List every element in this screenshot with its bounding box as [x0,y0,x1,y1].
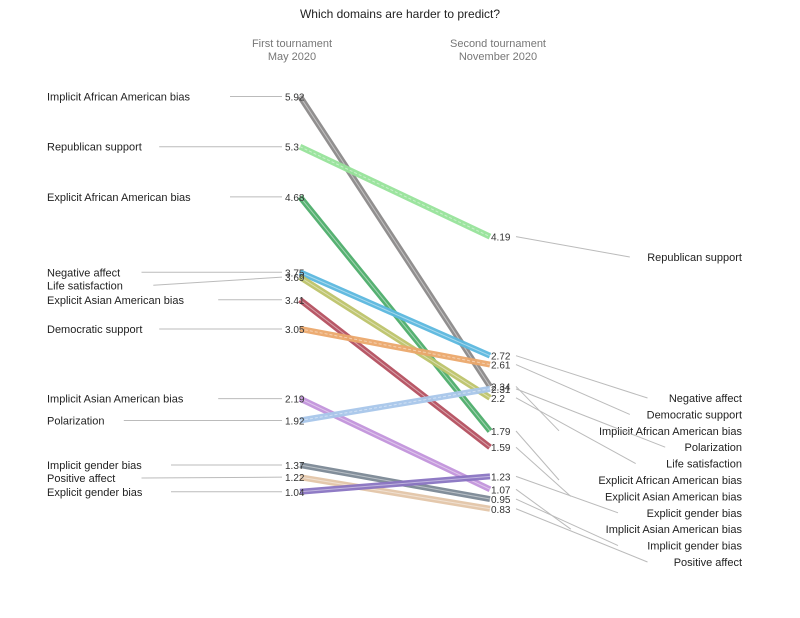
right-series-label-implicit-gender-bias: Implicit gender bias [647,541,742,553]
left-value-implicit-gender-bias: 1.37 [285,461,305,472]
right-series-label-explicit-african-american-bias: Explicit African American bias [598,475,742,487]
left-series-label-implicit-african-american-bias: Implicit African American bias [47,91,191,103]
series-line-core-republican-support [299,146,491,238]
series-line-republican-support [298,143,492,240]
left-value-life-satisfaction: 3.69 [285,273,305,284]
series-line-core-positive-affect [299,476,491,510]
right-value-implicit-gender-bias: 0.95 [491,495,511,506]
series-line-positive-affect [299,474,491,512]
right-series-label-republican-support: Republican support [647,252,742,264]
left-series-label-implicit-asian-american-bias: Implicit Asian American bias [47,394,184,406]
left-leader-positive-affect [141,476,283,479]
series-line-negative-affect [298,269,492,359]
right-value-positive-affect: 0.83 [491,505,511,516]
right-leader-republican-support [515,236,630,258]
column-subheader-first: May 2020 [268,51,316,63]
series-line-polarization [299,385,491,424]
right-leader-explicit-asian-american-bias [515,446,572,497]
series-line-democratic-support [299,326,491,368]
right-leader-negative-affect [515,355,648,399]
right-value-negative-affect: 2.72 [491,352,511,363]
right-leader-positive-affect [515,508,648,563]
right-series-label-democratic-support: Democratic support [647,409,742,421]
right-leader-democratic-support [515,364,631,415]
series-line-explicit-gender-bias [299,473,491,495]
right-series-label-life-satisfaction: Life satisfaction [666,459,742,471]
series-line-core-implicit-african-american-bias [299,96,491,387]
left-value-negative-affect: 3.75 [285,268,305,279]
right-value-explicit-asian-american-bias: 1.59 [491,443,511,454]
column-header-second: Second tournament [450,38,546,50]
right-leader-implicit-asian-american-bias [515,488,572,530]
column-header-first: First tournament [252,38,332,50]
right-series-label-explicit-gender-bias: Explicit gender bias [647,508,743,520]
right-value-implicit-asian-american-bias: 1.07 [491,485,511,496]
left-value-explicit-asian-american-bias: 3.41 [285,296,305,307]
left-value-implicit-african-american-bias: 5.92 [285,92,305,103]
left-leader-life-satisfaction [153,276,283,286]
series-line-core-explicit-asian-american-bias [299,299,491,448]
left-series-label-life-satisfaction: Life satisfaction [47,280,123,292]
right-leader-explicit-african-american-bias [515,430,560,481]
right-value-life-satisfaction: 2.2 [491,394,505,405]
left-value-explicit-gender-bias: 1.04 [285,488,305,499]
right-leader-explicit-gender-bias [515,475,619,514]
left-series-label-democratic-support: Democratic support [47,324,142,336]
left-series-label-explicit-gender-bias: Explicit gender bias [47,487,143,499]
left-value-polarization: 1.92 [285,416,305,427]
left-series-label-explicit-asian-american-bias: Explicit Asian American bias [47,295,184,307]
right-value-implicit-african-american-bias: 2.34 [491,382,511,393]
series-line-core-life-satisfaction [299,276,491,399]
right-series-label-implicit-asian-american-bias: Implicit Asian American bias [606,524,743,536]
left-series-label-polarization: Polarization [47,415,104,427]
series-line-core-negative-affect [299,271,491,357]
right-series-label-negative-affect: Negative affect [669,393,742,405]
series-line-core-democratic-support [299,328,491,366]
left-value-implicit-asian-american-bias: 2.19 [285,395,305,406]
left-series-label-republican-support: Republican support [47,142,142,154]
series-line-life-satisfaction [298,274,492,401]
column-subheader-second: November 2020 [459,51,537,63]
right-value-democratic-support: 2.61 [491,361,511,372]
right-value-explicit-african-american-bias: 1.79 [491,427,511,438]
left-value-explicit-african-american-bias: 4.68 [285,193,305,204]
chart-title: Which domains are harder to predict? [300,7,500,21]
series-line-explicit-asian-american-bias [298,297,492,450]
right-leader-polarization [515,388,666,448]
right-series-label-polarization: Polarization [685,442,742,454]
right-leader-implicit-african-american-bias [515,386,560,432]
series-line-implicit-african-american-bias [297,94,493,389]
right-series-label-implicit-african-american-bias: Implicit African American bias [599,426,743,438]
left-series-label-implicit-gender-bias: Implicit gender bias [47,460,142,472]
right-value-polarization: 2.31 [491,385,511,396]
right-leader-life-satisfaction [515,397,636,465]
left-series-label-negative-affect: Negative affect [47,267,120,279]
right-value-explicit-gender-bias: 1.23 [491,472,511,483]
slope-lines [297,94,493,512]
right-leader-implicit-gender-bias [515,498,619,547]
series-line-core-explicit-gender-bias [299,475,491,493]
left-value-positive-affect: 1.22 [285,473,305,484]
chart-labels: Implicit African American bias 5.92 2.34 Im… [47,91,742,569]
left-value-republican-support: 5.3 [285,143,299,154]
right-value-republican-support: 4.19 [491,233,511,244]
right-series-label-explicit-asian-american-bias: Explicit Asian American bias [605,491,742,503]
left-value-democratic-support: 3.05 [285,325,305,336]
right-series-label-positive-affect: Positive affect [674,557,742,569]
series-line-core-polarization [299,388,491,421]
left-series-label-explicit-african-american-bias: Explicit African American bias [47,192,191,204]
left-series-label-positive-affect: Positive affect [47,473,115,485]
